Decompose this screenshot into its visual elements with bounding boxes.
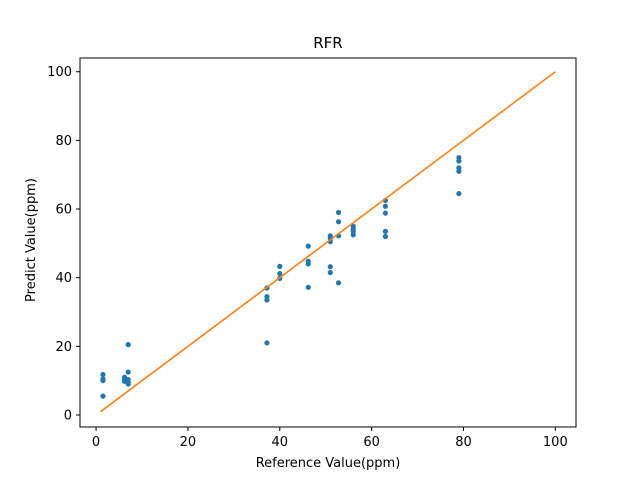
y-axis-ticks: 0 20 40 60 80 100 [47, 65, 80, 423]
data-point [264, 297, 270, 303]
data-point [456, 190, 462, 197]
y-tick-label: 80 [55, 134, 72, 149]
data-point [335, 219, 342, 225]
data-point [305, 261, 311, 267]
data-point [382, 233, 389, 240]
data-point [277, 270, 283, 277]
y-axis-label: Predict Value(ppm) [24, 178, 39, 302]
x-tick-label: 20 [180, 435, 197, 450]
data-point [264, 340, 270, 346]
data-point [382, 203, 389, 209]
data-point [382, 228, 389, 234]
data-point [335, 280, 342, 286]
data-point [125, 381, 131, 387]
data-point [350, 232, 356, 238]
data-point [100, 371, 106, 378]
chart-title: RFR [313, 34, 342, 52]
data-point [277, 263, 283, 269]
data-point [456, 168, 462, 174]
data-point [100, 393, 106, 399]
data-point [305, 284, 311, 290]
y-tick-label: 100 [47, 65, 72, 80]
data-point [382, 210, 389, 216]
x-axis-ticks: 0 20 40 60 80 100 [92, 427, 568, 450]
data-point [305, 243, 311, 249]
x-tick-label: 80 [455, 435, 472, 450]
axes-frame [79, 57, 577, 428]
data-point [335, 209, 342, 216]
y-tick-label: 0 [64, 408, 72, 423]
data-point [327, 269, 333, 276]
x-tick-label: 0 [92, 435, 100, 450]
y-tick-label: 20 [55, 340, 72, 355]
y-tick-label: 40 [55, 271, 72, 286]
data-point [327, 264, 333, 270]
x-tick-label: 60 [363, 435, 380, 450]
data-point [125, 342, 131, 348]
x-axis-label: Reference Value(ppm) [256, 456, 401, 471]
data-point [100, 378, 106, 384]
data-point [125, 369, 131, 375]
plot-area [100, 71, 556, 413]
data-point [456, 158, 462, 164]
x-tick-label: 40 [272, 435, 289, 450]
y-tick-label: 60 [55, 203, 72, 218]
x-tick-label: 100 [543, 435, 568, 450]
reference-line [100, 71, 556, 413]
